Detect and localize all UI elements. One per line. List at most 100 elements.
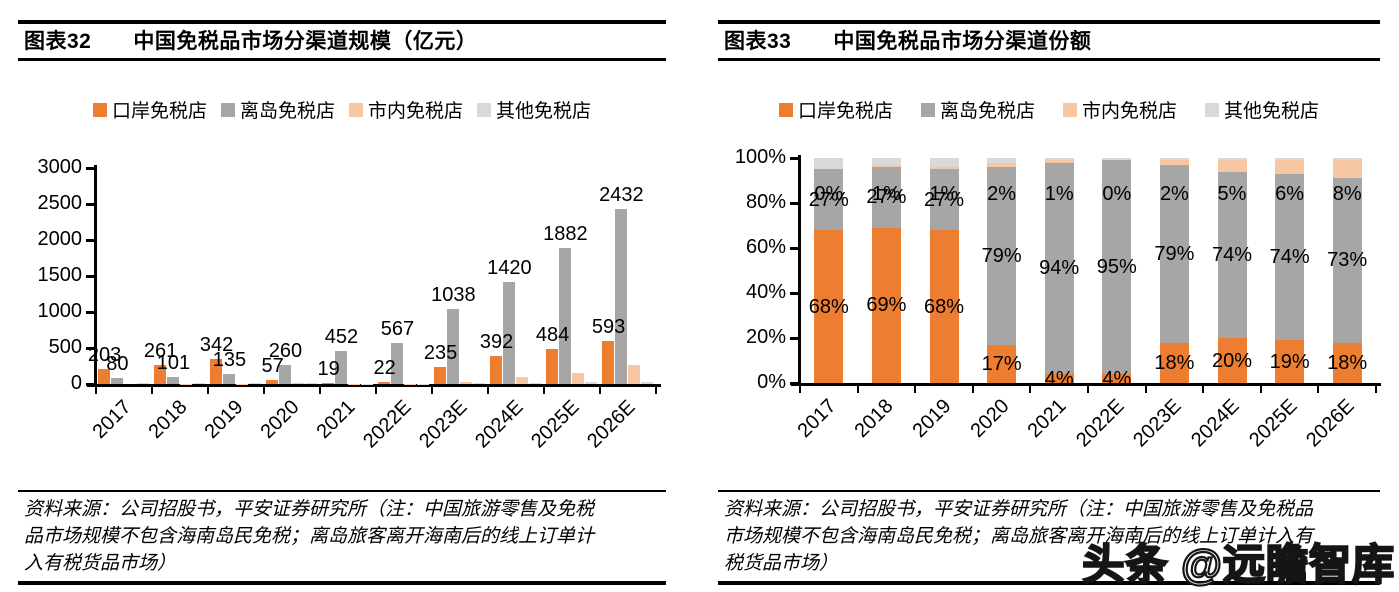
segment-口岸免税店 xyxy=(1332,342,1362,383)
bar-value-label: 57 xyxy=(261,354,284,377)
segment-其他免税店 xyxy=(1159,158,1189,161)
bar-value-label: 235 xyxy=(423,342,458,365)
bar-其他免税店 xyxy=(472,383,485,384)
x-tick xyxy=(1087,383,1089,393)
segment-label: 8% xyxy=(1332,183,1362,205)
legend-item: 离岛免税店 xyxy=(920,96,1035,123)
segment-label: 27% xyxy=(866,186,907,209)
segment-label: 68% xyxy=(808,295,849,318)
x-tick xyxy=(375,384,377,394)
legend-swatch-orange xyxy=(778,102,793,117)
segment-离岛免税店 xyxy=(929,169,959,230)
segment-口岸免税店 xyxy=(814,230,844,383)
segment-口岸免税店 xyxy=(987,344,1017,383)
segment-label: 74% xyxy=(1269,246,1310,268)
panel-figure-33: 图表33 中国免税品市场分渠道份额 口岸免税店 离岛免税店 市内免税店 其他免税店… xyxy=(718,12,1381,587)
segment-市内免税店 xyxy=(1332,160,1362,179)
legend-swatch-light-orange xyxy=(349,102,363,117)
segment-口岸免税店 xyxy=(1102,374,1132,383)
segment-其他免税店 xyxy=(871,158,901,165)
y-tick xyxy=(790,337,798,340)
legend-item: 其他免税店 xyxy=(477,96,591,123)
bar-value-label: 392 xyxy=(479,330,514,353)
chart-legend: 口岸免税店 离岛免税店 市内免税店 其他免税店 xyxy=(718,96,1380,123)
segment-label: 6% xyxy=(1275,183,1305,205)
bar-口岸免税店 xyxy=(434,367,447,384)
legend-label: 离岛免税店 xyxy=(939,101,1035,122)
chart-legend: 口岸免税店 离岛免税店 市内免税店 其他免税店 xyxy=(18,96,666,123)
legend-item: 口岸免税店 xyxy=(778,96,893,123)
x-tick xyxy=(95,384,97,394)
segment-其他免税店 xyxy=(1217,158,1247,161)
bar-其他免税店 xyxy=(640,381,653,384)
x-tick xyxy=(151,384,153,394)
source-line: 品市场规模不包含海南岛民免税；离岛旅客离开海南后的线上订单计 xyxy=(24,526,595,547)
x-category-label: 2023E xyxy=(415,396,472,453)
x-tick xyxy=(799,383,801,393)
y-tick xyxy=(86,203,94,206)
figure-number: 图表32 xyxy=(24,30,92,53)
bar-其他免税店 xyxy=(528,382,541,384)
segment-label: 4% xyxy=(1044,367,1074,390)
bar-市内免税店 xyxy=(627,364,640,384)
stacked-bar-chart: 0% 20% 40% 60% 80% 100% 2017 2018 2019 2020 2021 20… xyxy=(718,146,1381,484)
legend-label: 市内免税店 xyxy=(1082,101,1178,122)
bar-离岛免税店 xyxy=(559,248,571,384)
segment-口岸免税店 xyxy=(929,230,959,383)
segment-label: 74% xyxy=(1211,243,1253,266)
y-tick xyxy=(86,383,94,386)
x-tick xyxy=(1259,383,1262,393)
source-note: 资料来源：公司招股书，平安证券研究所（注：中国旅游零售及免税品 市场规模不包含海… xyxy=(718,490,1380,585)
x-category-label: 2025E xyxy=(527,396,584,453)
segment-离岛免税店 xyxy=(814,169,844,230)
segment-离岛免税店 xyxy=(1275,173,1305,341)
bar-value-label: 342 xyxy=(199,334,234,357)
x-category-label: 2018 xyxy=(850,395,898,443)
legend-item: 离岛免税店 xyxy=(220,96,335,123)
x-category-label: 2025E xyxy=(1244,395,1302,452)
y-tick xyxy=(790,202,798,205)
bar-口岸免税店 xyxy=(210,359,223,384)
bar-其他免税店 xyxy=(584,382,597,384)
x-tick xyxy=(655,384,657,394)
title-rule-top xyxy=(718,20,1380,24)
x-tick xyxy=(914,383,917,393)
segment-市内免税店 xyxy=(987,162,1017,167)
x-tick xyxy=(971,383,974,393)
segment-离岛免税店 xyxy=(1044,162,1074,374)
segment-市内免税店 xyxy=(871,164,901,167)
bar-value-label: 19 xyxy=(317,357,340,380)
y-tick-label: 60% xyxy=(745,236,786,258)
segment-label: 94% xyxy=(1039,257,1080,280)
x-category-label: 2019 xyxy=(200,396,248,444)
segment-label: 95% xyxy=(1096,256,1137,279)
bar-口岸免税店 xyxy=(378,382,391,384)
x-category-label: 2026E xyxy=(1302,395,1359,452)
y-tick-label: 0% xyxy=(757,371,786,393)
segment-label: 2% xyxy=(987,183,1017,205)
x-category-label: 2026E xyxy=(583,396,640,453)
figure-number: 图表33 xyxy=(724,30,792,53)
bar-value-label: 593 xyxy=(591,316,626,339)
x-tick xyxy=(207,384,209,394)
source-line: 税货品市场） xyxy=(724,553,839,574)
bar-市内免税店 xyxy=(571,372,584,384)
legend-item: 市内免税店 xyxy=(349,96,463,123)
bar-其他免税店 xyxy=(304,383,317,384)
x-tick xyxy=(319,384,321,394)
y-tick-label: 3000 xyxy=(37,156,83,178)
segment-label: 73% xyxy=(1327,249,1368,272)
x-tick xyxy=(431,384,433,394)
segment-市内免税店 xyxy=(1217,160,1247,172)
y-tick xyxy=(790,292,798,295)
legend-item: 其他免税店 xyxy=(1205,96,1319,123)
segment-其他免税店 xyxy=(987,158,1017,163)
segment-其他免税店 xyxy=(1275,158,1305,161)
source-line: 资料来源：公司招股书，平安证券研究所（注：中国旅游零售及免税品 xyxy=(724,499,1314,520)
segment-离岛免税店 xyxy=(987,167,1017,345)
x-axis-line xyxy=(791,383,1381,386)
x-category-label: 2022E xyxy=(1071,395,1129,452)
legend-swatch-gray xyxy=(220,102,235,117)
bar-其他免税店 xyxy=(192,383,205,384)
y-tick-label: 20% xyxy=(745,326,786,348)
